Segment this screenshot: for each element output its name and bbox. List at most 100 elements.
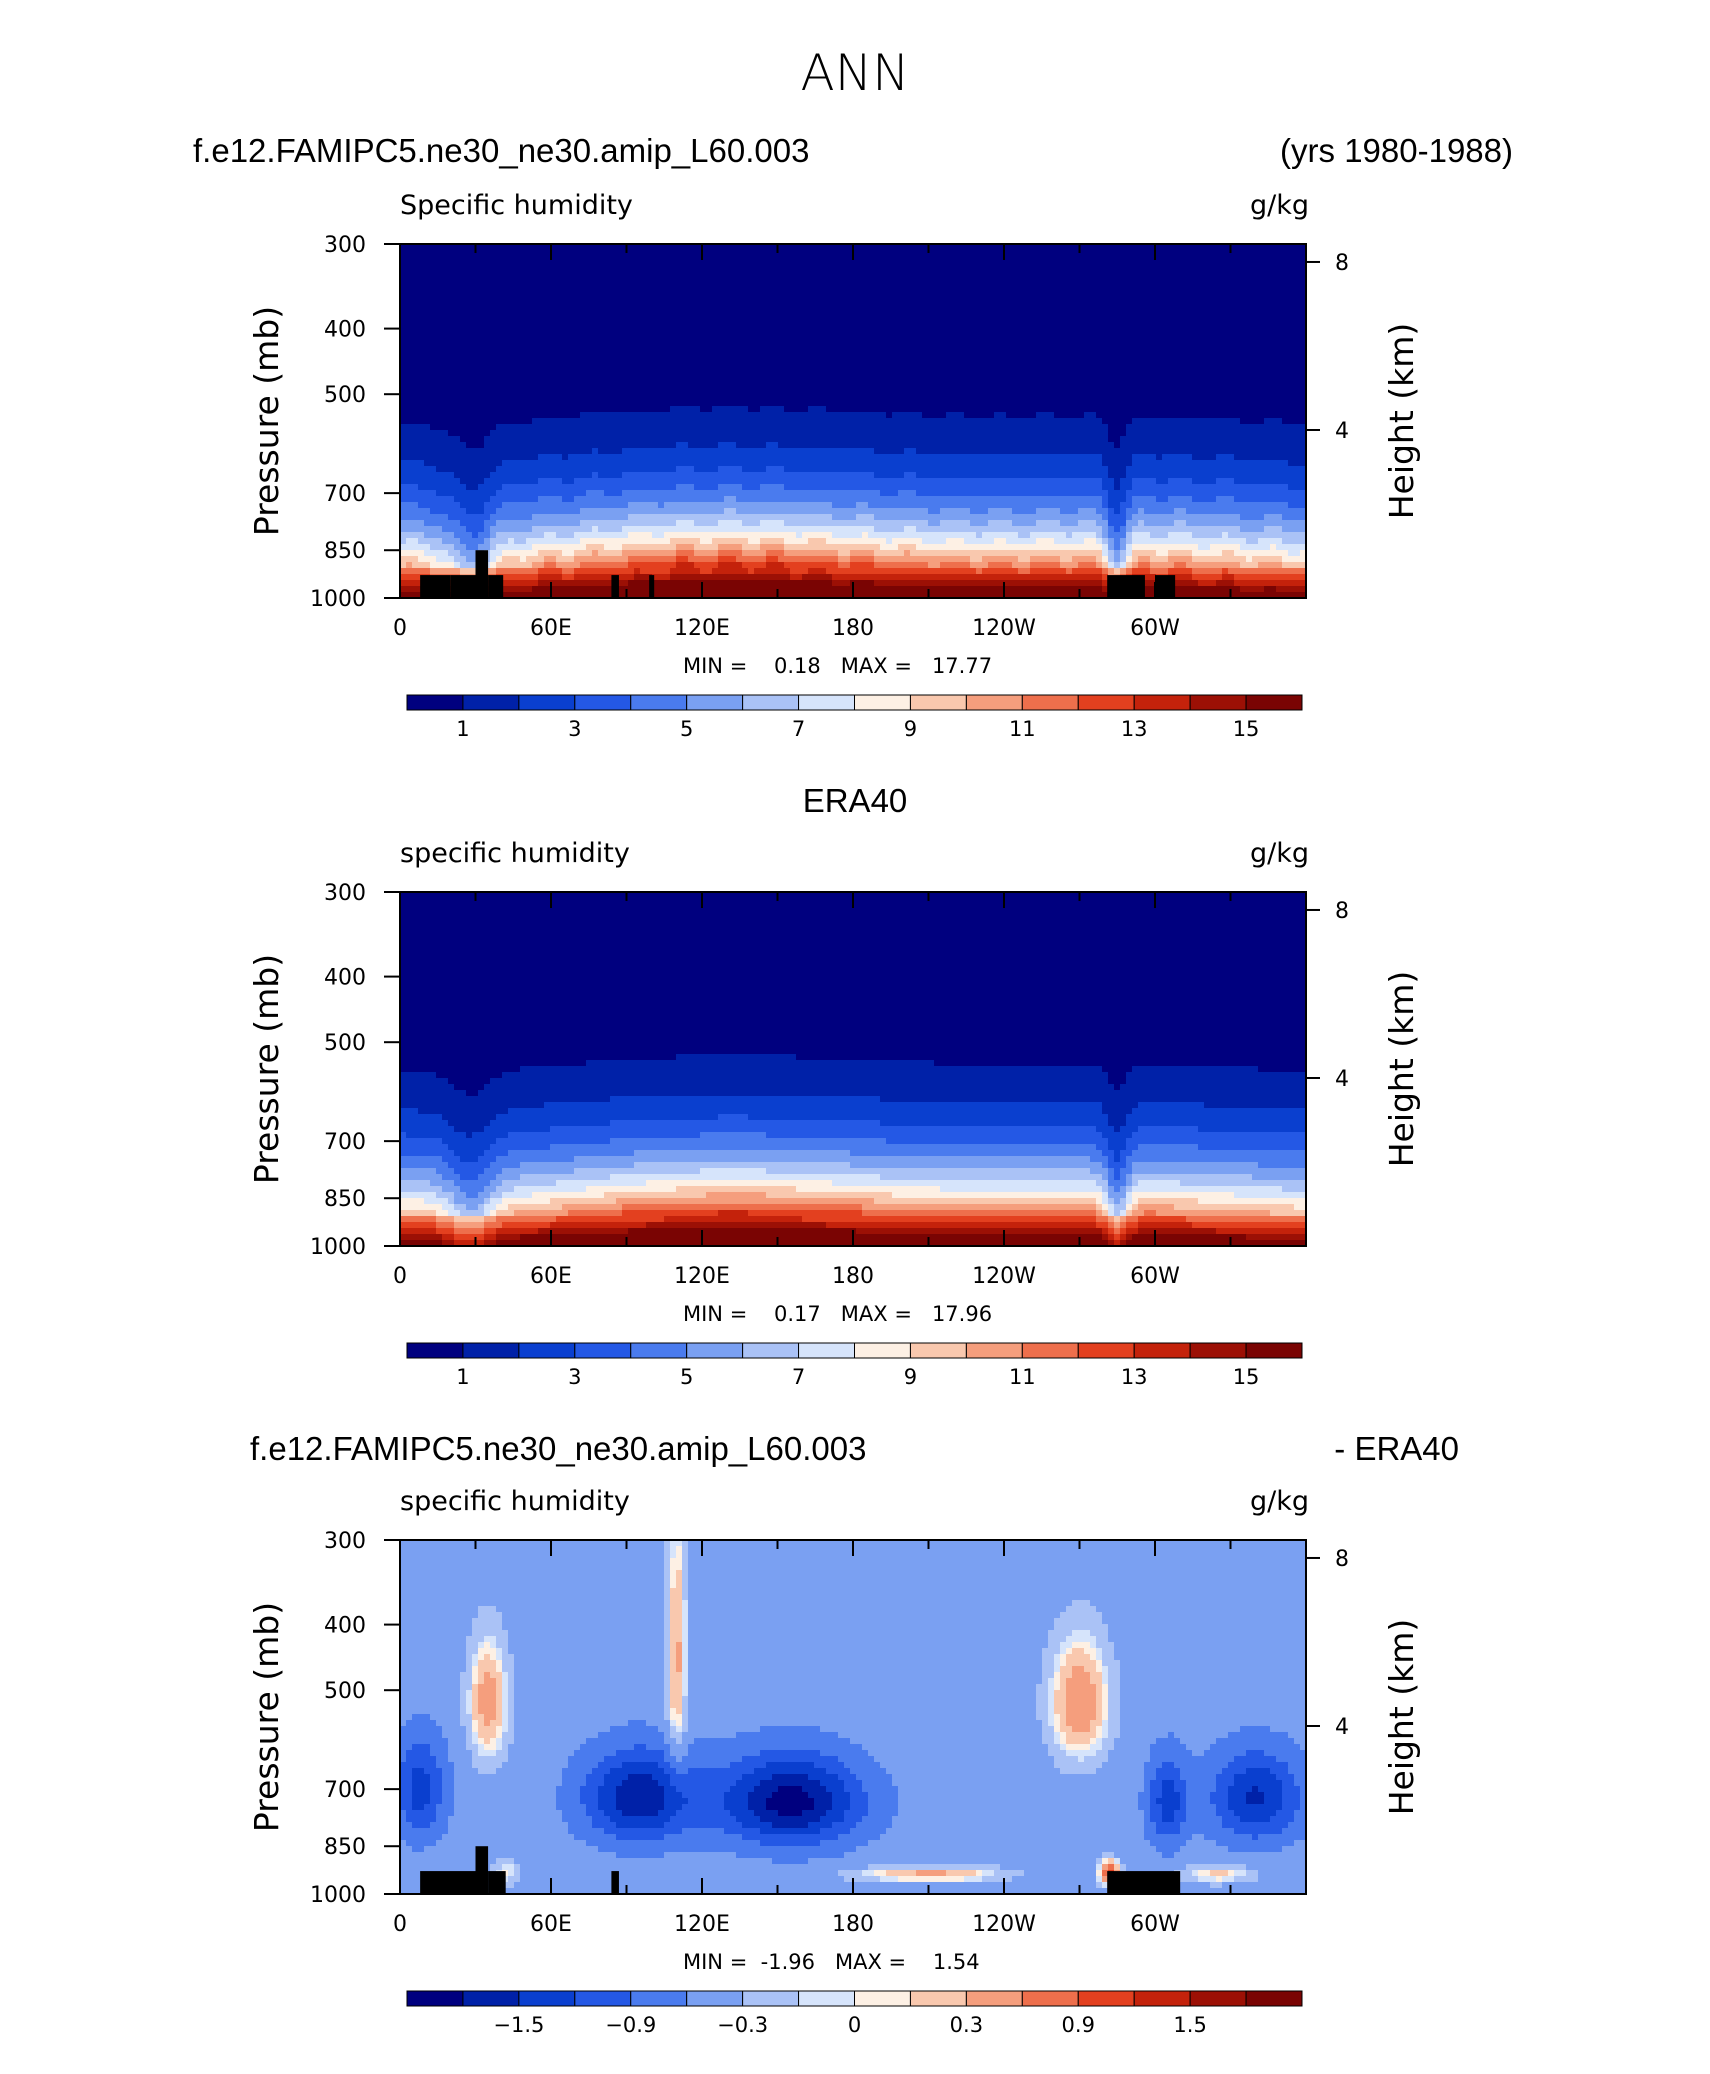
field-cell <box>508 1720 515 1727</box>
field-cell <box>1108 1210 1115 1217</box>
field-cell <box>1072 1726 1091 1733</box>
field-cell <box>508 1702 515 1709</box>
field-cell <box>940 508 971 515</box>
topography-mask <box>1107 575 1145 598</box>
field-cell <box>1054 1714 1061 1721</box>
field-cell <box>556 1216 665 1223</box>
field-cell <box>1108 1114 1127 1121</box>
field-cell <box>982 1876 1013 1883</box>
field-cell <box>904 550 911 557</box>
field-cell <box>820 1828 851 1835</box>
topography-mask <box>488 575 504 598</box>
field-cell <box>1132 1168 1307 1175</box>
field-cell <box>1120 556 1127 563</box>
field-cell <box>1120 1210 1127 1217</box>
field-cell <box>400 394 1307 401</box>
field-cell <box>1228 1792 1247 1799</box>
field-cell <box>694 520 719 527</box>
field-cell <box>664 1612 671 1619</box>
field-cell <box>478 1654 485 1661</box>
field-cell <box>466 1738 473 1745</box>
field-cell <box>490 556 497 563</box>
field-cell <box>880 1876 899 1883</box>
field-cell <box>502 1864 515 1871</box>
field-cell <box>400 1798 413 1805</box>
field-cell <box>1126 472 1307 479</box>
field-cell <box>1054 1618 1103 1625</box>
field-cell <box>1216 1804 1229 1811</box>
field-cell <box>1042 1648 1061 1655</box>
field-cell <box>400 1126 455 1133</box>
field-cell <box>502 1222 551 1229</box>
field-cell <box>466 556 479 563</box>
field-cell <box>688 1648 1043 1655</box>
field-cell <box>1240 586 1265 593</box>
field-cell <box>1114 484 1121 491</box>
field-cell <box>628 1720 647 1727</box>
field-cell <box>664 1834 743 1841</box>
field-cell <box>1096 562 1103 569</box>
field-cell <box>400 562 407 569</box>
field-cell <box>676 1738 683 1745</box>
field-cell <box>1108 562 1115 569</box>
field-cell <box>544 1102 1103 1109</box>
field-cell <box>502 1648 509 1655</box>
field-cell <box>1162 1804 1181 1811</box>
field-cell <box>874 1198 1097 1205</box>
field-cell <box>610 1120 881 1127</box>
field-cell <box>1198 544 1211 551</box>
field-cell <box>1294 1774 1307 1781</box>
field-cell <box>436 490 497 497</box>
field-cell <box>400 1828 449 1835</box>
field-cell <box>868 1864 1001 1871</box>
field-cell <box>1282 1846 1307 1853</box>
field-cell <box>1198 1876 1217 1883</box>
field-cell <box>1150 562 1175 569</box>
field-cell <box>562 1204 623 1211</box>
colorbar-swatch <box>854 1990 911 2007</box>
field-cell <box>664 1666 671 1673</box>
field-cell <box>646 1222 827 1229</box>
colorbar-label: 15 <box>1233 717 1260 741</box>
field-cell <box>1282 1804 1301 1811</box>
field-cell <box>802 1786 827 1793</box>
field-cell <box>478 1708 497 1715</box>
field-cell <box>400 934 1307 941</box>
field-cell <box>1126 538 1133 545</box>
field-cell <box>730 1810 755 1817</box>
field-cell <box>742 562 767 569</box>
field-cell <box>628 532 653 539</box>
field-cell <box>496 1642 509 1649</box>
field-cell <box>850 550 875 557</box>
field-cell <box>688 1690 1037 1697</box>
field-cell <box>1228 532 1307 539</box>
field-cell <box>1060 520 1079 527</box>
field-cell <box>1234 1876 1259 1883</box>
field-cell <box>820 1840 869 1847</box>
field-cell <box>742 1774 773 1781</box>
field-cell <box>1132 1150 1307 1157</box>
colorbar-swatch <box>742 694 800 711</box>
field-cell <box>466 526 485 533</box>
field-cell <box>496 574 539 581</box>
field-cell <box>964 412 995 419</box>
field-cell <box>1036 1690 1049 1697</box>
field-cell <box>400 928 1307 935</box>
field-cell <box>1138 1228 1217 1235</box>
field-cell <box>400 274 1307 281</box>
field-cell <box>1126 424 1307 431</box>
field-cell <box>400 1756 407 1763</box>
field-cell <box>514 1870 521 1877</box>
field-cell <box>400 1192 437 1199</box>
field-cell <box>514 1186 587 1193</box>
field-cell <box>400 1834 443 1841</box>
field-cell <box>850 1792 869 1799</box>
field-cell <box>1096 412 1307 419</box>
field-cell <box>622 1210 719 1217</box>
field-cell <box>556 556 575 563</box>
field-cell <box>400 1792 413 1799</box>
field-cell <box>1114 442 1121 449</box>
field-cell <box>454 556 467 563</box>
field-cell <box>1186 1840 1217 1847</box>
field-cell <box>982 556 1019 563</box>
